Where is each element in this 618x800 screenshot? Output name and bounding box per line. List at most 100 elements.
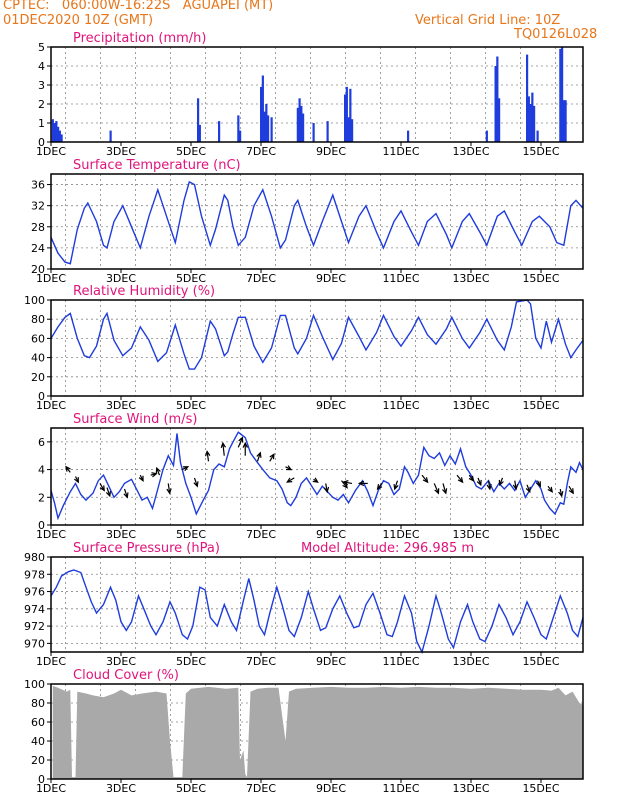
wind-arrow	[167, 483, 171, 494]
x-tick-label: 3DEC	[106, 528, 136, 541]
precip-bar	[312, 123, 315, 142]
header-station: CPTEC: 060:00W-16:22S AGUAPEI (MT)	[3, 0, 274, 13]
x-tick-label: 1DEC	[36, 782, 66, 795]
x-tick-label: 5DEC	[176, 272, 206, 285]
y-tick-label: 32	[31, 200, 45, 213]
precip-bar	[239, 130, 242, 142]
y-tick-label: 972	[24, 620, 45, 633]
x-tick-label: 9DEC	[316, 528, 346, 541]
y-tick-label: 978	[24, 568, 45, 581]
wind-arrow	[325, 483, 328, 492]
wind-arrow-head	[312, 477, 319, 483]
wind-arrow	[343, 481, 353, 485]
wind-arrow-head	[434, 488, 440, 495]
wind-arrow-head	[138, 475, 144, 482]
wind-arrow	[487, 480, 491, 490]
precip-bar	[496, 56, 499, 142]
wind-arrow-head	[193, 481, 199, 488]
x-tick-label: 11DEC	[382, 399, 419, 412]
x-tick-label: 3DEC	[106, 782, 136, 795]
header-grid-note: Vertical Grid Line: 10Z	[415, 13, 561, 28]
x-tick-label: 11DEC	[382, 655, 419, 668]
precip-bar	[351, 119, 354, 142]
y-tick-label: 970	[24, 637, 45, 650]
wind-arrow-head	[558, 490, 564, 498]
x-tick-label: 15DEC	[522, 528, 559, 541]
wind-arrow-head	[286, 465, 293, 471]
y-tick-label: 20	[31, 371, 45, 384]
precip-bar	[531, 92, 534, 142]
precip-bar	[533, 105, 536, 142]
y-tick-label: 2	[38, 98, 45, 111]
wind-arrow-head	[342, 480, 349, 486]
wind-arrow-head	[166, 488, 172, 495]
temp-frame	[50, 173, 584, 270]
wind-arrow-head	[535, 481, 541, 488]
x-tick-label: 15DEC	[522, 399, 559, 412]
wind-arrow-head	[105, 490, 112, 498]
wind-arrow-head	[242, 441, 248, 448]
wind-arrow	[106, 487, 111, 497]
wind-arrow-head	[393, 484, 399, 491]
x-tick-label: 3DEC	[106, 145, 136, 158]
wind-arrow-head	[151, 472, 158, 478]
x-tick-label: 15DEC	[522, 145, 559, 158]
precip-bar	[559, 48, 562, 142]
wind-arrow-head	[422, 477, 429, 484]
x-tick-label: 15DEC	[522, 655, 559, 668]
precip-bar	[349, 88, 352, 142]
x-tick-label: 11DEC	[382, 145, 419, 158]
precip-bar	[53, 123, 56, 142]
wind-arrow-head	[269, 453, 275, 460]
wind-arrow-head	[238, 436, 244, 443]
wind-arrow	[442, 483, 447, 494]
precip-bar	[298, 98, 301, 142]
wind-arrow	[206, 451, 210, 462]
x-tick-label: 5DEC	[176, 782, 206, 795]
wind-arrow-head	[65, 465, 71, 472]
temp-series-line	[50, 180, 584, 265]
precip-bar	[347, 117, 350, 142]
y-tick-label: 3	[38, 79, 45, 92]
x-tick-label: 5DEC	[176, 655, 206, 668]
precip-bar	[526, 54, 529, 142]
y-tick-label: 60	[31, 332, 45, 345]
x-tick-label: 7DEC	[246, 528, 276, 541]
precip-bar	[494, 66, 497, 142]
x-tick-label: 13DEC	[452, 528, 489, 541]
y-tick-label: 980	[24, 551, 45, 564]
y-tick-label: 1	[38, 117, 45, 130]
cloud-cover-area	[52, 685, 583, 779]
wind-arrow	[222, 443, 225, 456]
wind-arrow-head	[286, 477, 293, 483]
x-tick-label: 13DEC	[452, 655, 489, 668]
precip-bar	[345, 86, 348, 142]
x-tick-label: 9DEC	[316, 399, 346, 412]
precip-bar	[260, 86, 263, 142]
press-frame	[50, 556, 584, 653]
precip-bar	[302, 113, 305, 142]
precip-bar	[60, 134, 63, 142]
x-tick-label: 11DEC	[382, 528, 419, 541]
wind-arrow-head	[568, 488, 574, 495]
x-tick-label: 9DEC	[316, 655, 346, 668]
wind-arrow-head	[376, 484, 383, 491]
x-tick-label: 7DEC	[246, 782, 276, 795]
precip-bar	[300, 105, 303, 142]
x-tick-label: 3DEC	[106, 399, 136, 412]
wind-arrow-head	[547, 486, 554, 493]
wind-arrow	[456, 474, 464, 483]
y-tick-label: 40	[31, 352, 45, 365]
y-tick-label: 24	[31, 242, 45, 255]
y-tick-label: 40	[31, 735, 45, 748]
rh-frame	[50, 299, 584, 397]
x-tick-label: 1DEC	[36, 399, 66, 412]
x-tick-label: 5DEC	[176, 528, 206, 541]
wind-arrow-head	[525, 486, 531, 494]
x-tick-label: 7DEC	[246, 272, 276, 285]
wind-series-line	[50, 431, 584, 521]
x-tick-label: 3DEC	[106, 655, 136, 668]
wind-frame	[50, 427, 584, 526]
wind-arrow-head	[256, 451, 262, 458]
precip-bar	[263, 111, 266, 142]
